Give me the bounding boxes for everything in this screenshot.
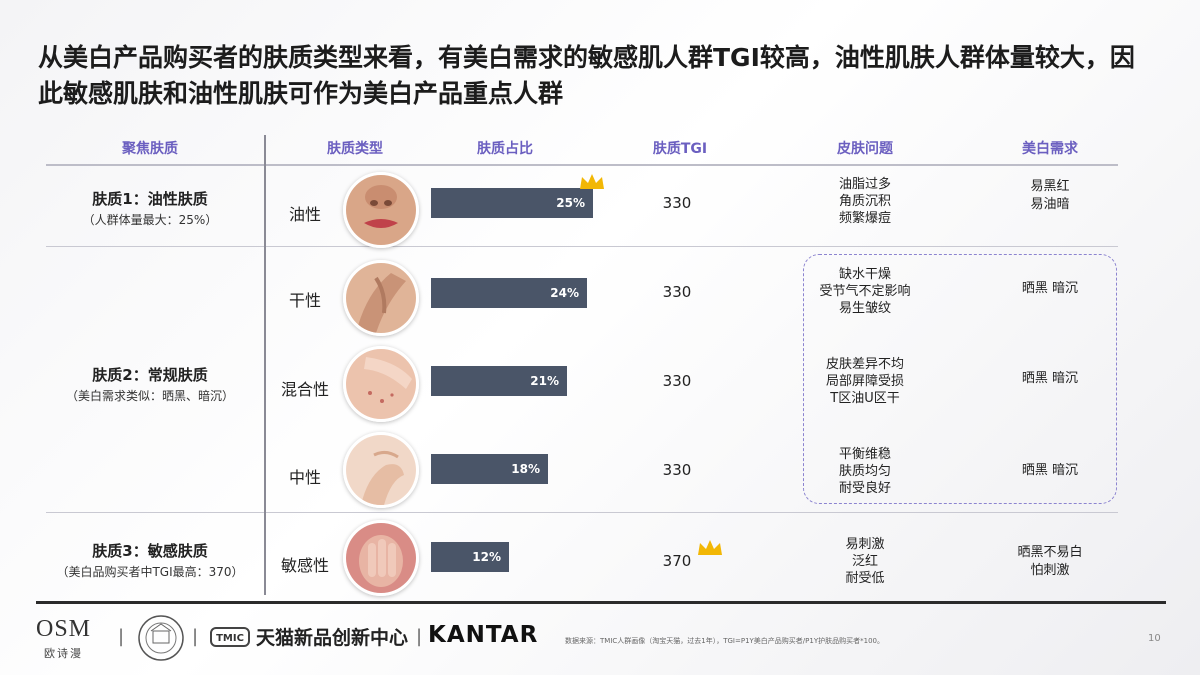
tgi-value: 330 [662, 372, 692, 390]
problem-item: 平衡维稳 [838, 447, 891, 462]
need-item: 易黑红 [1030, 179, 1070, 194]
problem-item: 频繁爆痘 [838, 211, 891, 226]
share-value: 18% [511, 462, 540, 476]
skin-problems: 皮肤差异不均 局部屏障受损 T区油U区干 [790, 356, 940, 407]
group-regular: 肤质2：常规肤质 （美白需求类似：晒黑、暗沉） [40, 364, 260, 404]
logo-separator: | [118, 626, 125, 647]
group-name: 肤质1：油性肤质 [92, 190, 208, 208]
skin-problems: 缺水干燥 受节气不定影响 易生皱纹 [790, 266, 940, 317]
tmic-logo: TMIC [210, 627, 250, 647]
problem-item: 耐受低 [845, 571, 885, 586]
share-value: 25% [556, 196, 585, 210]
problem-item: 受节气不定影响 [819, 284, 911, 299]
combination-skin-photo [343, 346, 419, 422]
header-problems: 皮肤问题 [837, 141, 893, 157]
kantar-logo: KANTAR [428, 622, 539, 648]
need-item: 晒黑 暗沉 [1021, 281, 1079, 296]
tgi-value: 330 [662, 461, 692, 479]
problem-item: 易生皱纹 [838, 301, 891, 316]
whitening-need: 晒黑不易白 怕刺激 [985, 544, 1115, 580]
group-name: 肤质2：常规肤质 [92, 366, 208, 384]
share-bar: 24% [431, 278, 587, 308]
osm-logo-subtitle: 欧诗漫 [44, 647, 83, 660]
group-sensitive: 肤质3：敏感肤质 （美白品购买者中TGI最高：370） [40, 540, 260, 580]
sensitive-skin-photo [343, 520, 419, 596]
problem-item: 缺水干燥 [838, 267, 891, 282]
group-note: （美白需求类似：晒黑、暗沉） [65, 389, 234, 403]
group-oily: 肤质1：油性肤质 （人群体量最大：25%） [40, 188, 260, 228]
share-bar: 18% [431, 454, 548, 484]
skin-type-label: 油性 [288, 205, 321, 224]
regular-skin-highlight-box [803, 254, 1117, 504]
whitening-need: 易黑红 易油暗 [985, 178, 1115, 214]
problem-item: 肤质均匀 [838, 464, 891, 479]
header-tgi: 肤质TGI [652, 141, 708, 157]
share-bar: 21% [431, 366, 567, 396]
tgi-value: 330 [662, 194, 692, 212]
crown-icon [580, 174, 604, 189]
need-item: 晒黑不易白 [1017, 545, 1083, 560]
group-divider [46, 512, 1118, 513]
group-note: （人群体量最大：25%） [82, 213, 218, 227]
whitening-need: 晒黑 暗沉 [985, 280, 1115, 298]
need-item: 晒黑 暗沉 [1021, 463, 1079, 478]
problem-item: 皮肤差异不均 [825, 357, 904, 372]
logo-separator: | [416, 626, 423, 647]
share-value: 12% [472, 550, 501, 564]
problem-item: 局部屏障受损 [825, 374, 904, 389]
header-need: 美白需求 [1022, 141, 1078, 157]
tgi-value: 370 [662, 552, 692, 570]
dry-skin-photo [343, 260, 419, 336]
header-share: 肤质占比 [477, 141, 533, 157]
share-value: 24% [550, 286, 579, 300]
skin-type-label: 中性 [288, 468, 321, 487]
group-name: 肤质3：敏感肤质 [92, 542, 208, 560]
university-seal-icon [138, 615, 184, 661]
tgi-value: 330 [662, 283, 692, 301]
tmic-name: 天猫新品创新中心 [256, 627, 409, 649]
problem-item: 油脂过多 [838, 177, 891, 192]
page-title: 从美白产品购买者的肤质类型来看，有美白需求的敏感肌人群TGI较高，油性肌肤人群体… [38, 43, 1135, 108]
skin-type-label: 干性 [288, 291, 321, 310]
header-divider [46, 164, 1118, 166]
skin-type-label: 混合性 [280, 380, 329, 399]
skin-problems: 油脂过多 角质沉积 频繁爆痘 [790, 176, 940, 227]
logo-separator: | [192, 626, 199, 647]
need-item: 怕刺激 [1030, 563, 1070, 578]
problem-item: 易刺激 [845, 537, 885, 552]
footer-divider [36, 601, 1166, 604]
oily-skin-photo [343, 172, 419, 248]
data-source-note: 数据来源：TMIC人群画像（淘宝天猫，过去1年），TGI=P1Y美白产品购买者/… [565, 637, 884, 645]
need-item: 晒黑 暗沉 [1021, 371, 1079, 386]
group-note: （美白品购买者中TGI最高：370） [56, 565, 244, 579]
page-number: 10 [1148, 633, 1161, 644]
share-bar: 25% [431, 188, 593, 218]
header-skin-type: 肤质类型 [327, 141, 383, 157]
problem-item: T区油U区干 [830, 391, 900, 406]
crown-icon [698, 540, 722, 555]
group-divider [46, 246, 1118, 247]
need-item: 易油暗 [1030, 197, 1070, 212]
whitening-need: 晒黑 暗沉 [985, 370, 1115, 388]
column-divider [264, 135, 266, 595]
osm-logo: OSM [36, 616, 92, 642]
problem-item: 泛红 [851, 554, 878, 569]
neutral-skin-photo [343, 432, 419, 508]
skin-type-label: 敏感性 [280, 556, 329, 575]
share-value: 21% [530, 374, 559, 388]
header-focus: 聚焦肤质 [122, 141, 178, 157]
share-bar: 12% [431, 542, 509, 572]
whitening-need: 晒黑 暗沉 [985, 462, 1115, 480]
problem-item: 耐受良好 [838, 481, 891, 496]
problem-item: 角质沉积 [838, 194, 891, 209]
skin-problems: 平衡维稳 肤质均匀 耐受良好 [790, 446, 940, 497]
skin-problems: 易刺激 泛红 耐受低 [790, 536, 940, 587]
